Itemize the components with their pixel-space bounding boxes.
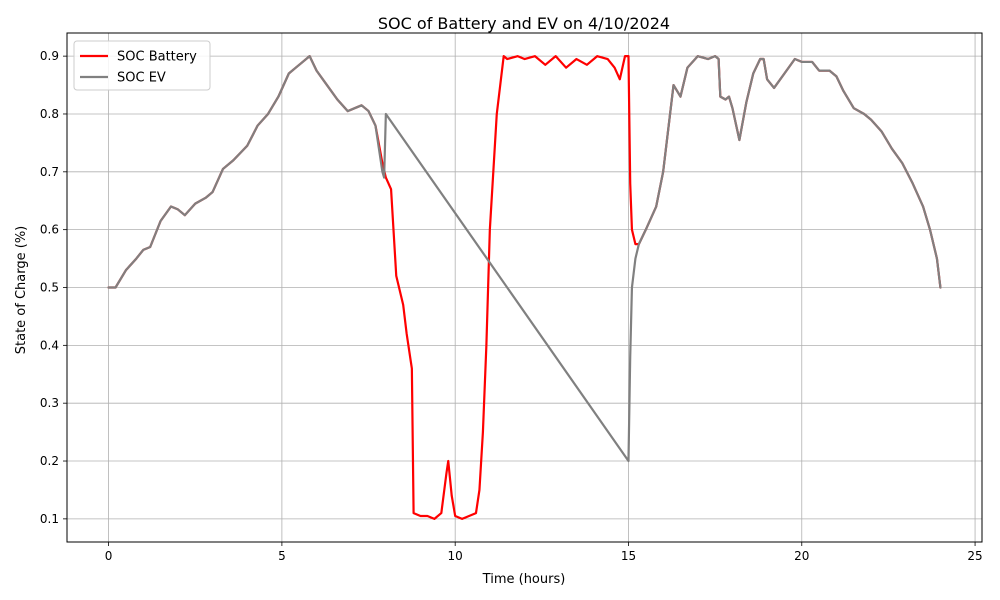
y-tick-label: 0.7	[40, 165, 59, 179]
grid	[67, 33, 982, 542]
axis-ticks: 0 5 10 15 20 25 0.1 0.2 0.3 0.4 0.5 0.6 0.7 0.8 0.9	[40, 49, 983, 563]
x-tick-label: 5	[278, 549, 286, 563]
x-tick-label: 25	[967, 549, 982, 563]
legend-label: SOC EV	[117, 71, 166, 86]
legend: SOC Battery SOC EV	[73, 40, 211, 91]
y-tick-label: 0.3	[40, 396, 59, 410]
y-tick-label: 0.6	[40, 223, 59, 237]
y-tick-label: 0.9	[40, 49, 59, 63]
x-tick-label: 20	[794, 549, 809, 563]
x-tick-label: 15	[621, 549, 636, 563]
series-lines	[107, 55, 942, 520]
x-tick-label: 0	[105, 549, 113, 563]
legend-label: SOC Battery	[117, 50, 197, 65]
y-tick-label: 0.2	[40, 454, 59, 468]
x-tick-label: 10	[448, 549, 463, 563]
x-axis-label: Time (hours)	[482, 572, 566, 587]
y-tick-label: 0.5	[40, 281, 59, 295]
chart-title: SOC of Battery and EV on 4/10/2024	[378, 14, 670, 33]
y-tick-label: 0.4	[40, 338, 59, 352]
y-tick-label: 0.8	[40, 107, 59, 121]
y-tick-label: 0.1	[40, 512, 59, 526]
series-line-soc-ev	[107, 55, 942, 463]
y-axis-label: State of Charge (%)	[14, 226, 29, 354]
